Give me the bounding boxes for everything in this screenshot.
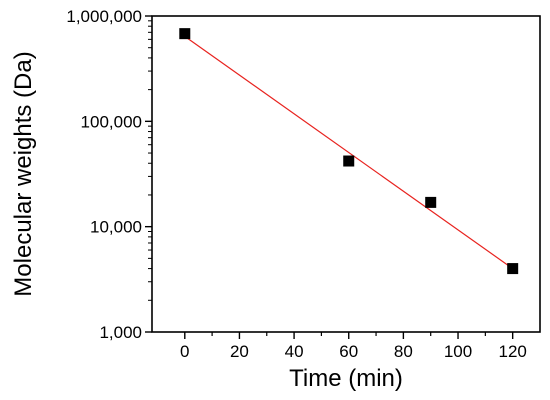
x-tick-label: 80 <box>394 342 413 361</box>
y-tick-label: 10,000 <box>90 218 142 237</box>
x-tick-label: 100 <box>444 342 472 361</box>
x-tick-label: 20 <box>230 342 249 361</box>
y-tick-label: 100,000 <box>81 112 142 131</box>
plot-frame <box>151 15 541 333</box>
x-axis-title: Time (min) <box>289 365 403 392</box>
x-tick-label: 0 <box>180 342 189 361</box>
fit-line-group <box>184 35 514 270</box>
y-axis: 1,000 10,000 100,000 1,000,000 <box>66 7 152 342</box>
y-tick-label: 1,000 <box>99 323 142 342</box>
y-tick-label: 1,000,000 <box>66 7 142 26</box>
data-point <box>425 196 437 208</box>
y-axis-title: Molecular weights (Da) <box>10 51 37 296</box>
x-axis: 0 20 40 60 80 100 120 <box>180 332 527 361</box>
data-point <box>179 28 191 40</box>
fit-line <box>184 35 514 270</box>
x-tick-label: 60 <box>339 342 358 361</box>
x-tick-label: 40 <box>285 342 304 361</box>
data-point <box>507 263 519 275</box>
data-points <box>179 28 519 275</box>
data-point <box>343 155 355 167</box>
x-tick-label: 120 <box>498 342 526 361</box>
